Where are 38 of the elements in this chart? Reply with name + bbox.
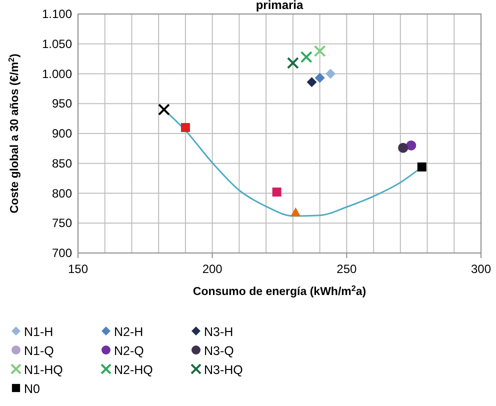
x-tick-label: 150	[68, 262, 88, 276]
x-tick-label: 300	[470, 262, 492, 276]
point	[290, 207, 301, 216]
legend-label: N2-Q	[114, 344, 144, 358]
legend-label: N1-H	[24, 325, 54, 339]
point	[286, 56, 299, 69]
y-tick-label: 1.050	[42, 36, 72, 51]
point	[306, 77, 317, 88]
point	[326, 68, 336, 79]
x-axis-title: Consumo de energía (kWh/m$^{2}$a)	[192, 284, 366, 298]
y-tick-label: 750	[52, 216, 72, 230]
y-tick-label: 1.100	[42, 7, 72, 21]
point	[398, 142, 408, 153]
point	[314, 72, 325, 83]
legend-label: N2-H	[114, 325, 144, 339]
y-tick-label: 850	[52, 156, 72, 170]
point	[158, 104, 170, 116]
chart-title: primaria	[256, 0, 304, 12]
legend-label: N0	[24, 382, 40, 396]
legend-label: N3-HQ	[204, 363, 244, 377]
legend-label: N1-Q	[24, 344, 54, 358]
y-tick-label: 900	[52, 126, 72, 140]
y-tick-label: 700	[52, 246, 72, 260]
point	[417, 162, 426, 172]
point	[272, 188, 282, 197]
point	[180, 123, 190, 132]
point	[406, 140, 416, 150]
legend-label: N3-Q	[204, 344, 234, 358]
y-tick-label: 800	[52, 186, 72, 200]
y-tick-label: 1.000	[42, 66, 72, 81]
x-tick-label: 200	[202, 262, 223, 276]
point	[300, 51, 312, 64]
point	[314, 45, 326, 58]
legend-label: N1-HQ	[24, 363, 64, 377]
legend-label: N2-HQ	[114, 363, 154, 377]
x-tick-label: 250	[336, 262, 357, 276]
legend-label: N3-H	[204, 325, 234, 339]
y-tick-label: 950	[52, 96, 72, 111]
